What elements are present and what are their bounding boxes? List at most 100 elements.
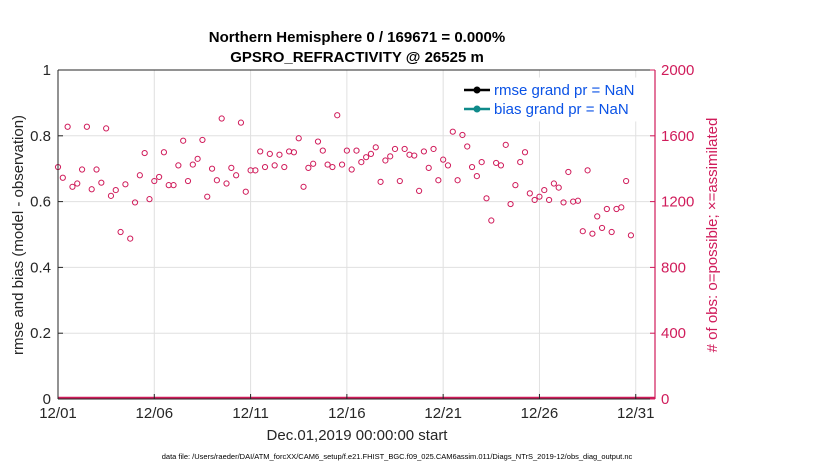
y-right-tick-label: 1200 xyxy=(661,194,694,211)
y-axis-left-label: rmse and bias (model - observation) xyxy=(10,115,27,355)
obs-possible-point xyxy=(103,125,110,132)
obs-possible-point xyxy=(493,159,500,167)
obs-possible-point xyxy=(594,213,601,220)
obs-possible-point xyxy=(536,193,543,200)
obs-possible-point xyxy=(266,150,273,157)
y-left-tick-label: 0 xyxy=(43,391,51,408)
legend-bias-label: bias grand pr = NaN xyxy=(494,101,629,118)
y-right-tick-label: 0 xyxy=(661,391,669,408)
obs-possible-point xyxy=(507,200,514,208)
obs-possible-point xyxy=(223,180,230,187)
obs-possible-point xyxy=(382,157,389,164)
obs-possible-point xyxy=(175,162,182,169)
obs-possible-point xyxy=(314,138,322,145)
obs-possible-point xyxy=(512,182,519,189)
obs-possible-point xyxy=(415,187,423,195)
obs-possible-point xyxy=(160,149,168,156)
obs-possible-point xyxy=(194,155,201,162)
obs-possible-point xyxy=(454,177,461,184)
obs-possible-point xyxy=(584,167,591,174)
obs-possible-point xyxy=(170,182,177,189)
obs-possible-point xyxy=(237,119,245,126)
obs-possible-point xyxy=(598,224,606,232)
legend: rmse grand pr = NaN bias grand pr = NaN xyxy=(458,77,648,122)
obs-possible-point xyxy=(425,164,432,171)
obs-possible-point xyxy=(213,177,220,184)
y-right-tick-label: 2000 xyxy=(661,62,694,79)
x-tick-labels: 12/01 12/06 12/11 12/16 12/21 12/26 12/31 xyxy=(39,405,654,422)
obs-possible-point xyxy=(459,131,466,139)
x-axis-label: Dec.01,2019 00:00:00 start xyxy=(267,427,449,444)
obs-possible-point xyxy=(300,183,307,190)
axis-ticks xyxy=(57,69,655,400)
obs-possible-point xyxy=(261,163,269,171)
obs-possible-point xyxy=(565,168,572,176)
obs-possible-point xyxy=(391,145,399,153)
obs-possible-point xyxy=(363,154,370,161)
obs-possible-point xyxy=(189,161,196,168)
y-left-tick-labels: 0 0.2 0.4 0.6 0.8 1 xyxy=(30,62,51,408)
obs-possible-point xyxy=(112,186,119,194)
obs-possible-point xyxy=(603,205,610,213)
obs-possible-point xyxy=(242,188,249,195)
obs-possible-point xyxy=(623,177,630,185)
obs-possible-point xyxy=(449,128,456,135)
obs-possible-point xyxy=(69,183,76,190)
obs-possible-point xyxy=(295,135,302,142)
obs-possible-point xyxy=(276,151,283,158)
obs-possible-point xyxy=(151,177,158,185)
obs-possible-point xyxy=(444,162,452,169)
obs-possible-point xyxy=(550,180,557,187)
legend-bias-marker xyxy=(473,105,481,113)
obs-possible-point xyxy=(502,141,509,148)
y-right-tick-label: 400 xyxy=(661,325,686,342)
obs-possible-point xyxy=(98,179,105,186)
obs-possible-point xyxy=(88,186,95,193)
obs-possible-point xyxy=(531,196,538,204)
obs-possible-point xyxy=(358,159,365,166)
obs-possible-point xyxy=(156,173,163,181)
obs-possible-point xyxy=(218,115,225,122)
obs-possible-point xyxy=(396,177,403,185)
obs-possible-point xyxy=(324,161,331,168)
obs-possible-point xyxy=(233,172,240,179)
obs-possible-point xyxy=(401,145,408,153)
x-tick-label: 12/26 xyxy=(521,405,559,422)
obs-possible-point xyxy=(208,165,216,172)
obs-possible-point xyxy=(526,190,533,197)
obs-possible-point xyxy=(281,163,288,171)
obs-possible-point xyxy=(122,181,129,188)
legend-rmse-marker xyxy=(473,86,481,94)
y-left-tick-label: 0.4 xyxy=(30,259,51,276)
chart-title-line2: GPSRO_REFRACTIVITY @ 26525 m xyxy=(230,49,484,66)
obs-possible-point xyxy=(618,204,625,211)
obs-possible-point xyxy=(608,228,615,236)
x-tick-label: 12/01 xyxy=(39,405,77,422)
obs-possible-point xyxy=(521,149,529,156)
obs-possible-point xyxy=(319,147,326,154)
obs-possible-point xyxy=(290,149,298,156)
obs-possible-point xyxy=(411,152,418,159)
legend-box xyxy=(458,77,648,122)
obs-possible-point xyxy=(387,153,394,160)
obs-possible-point xyxy=(117,228,124,236)
obs-possible-point xyxy=(64,123,71,130)
obs-possible-point xyxy=(541,186,548,194)
obs-possible-point xyxy=(146,196,153,203)
obs-possible-point xyxy=(180,137,187,144)
obs-possible-point xyxy=(141,149,148,157)
obs-possible-point xyxy=(107,192,115,199)
obs-possible-point xyxy=(252,167,259,174)
obs-possible-point xyxy=(184,177,192,185)
x-tick-label: 12/31 xyxy=(617,405,655,422)
obs-possible-point xyxy=(199,136,206,144)
obs-possible-point xyxy=(517,159,524,166)
data-file-footnote: data file: /Users/raeder/DAI/ATM_forcXX/… xyxy=(162,452,633,461)
y-right-tick-labels: 0 400 800 1200 1600 2000 xyxy=(661,62,694,408)
obs-possible-point xyxy=(478,159,485,166)
obs-possible-point xyxy=(420,148,428,155)
obs-possible-markers xyxy=(54,112,635,242)
obs-possible-point xyxy=(579,228,586,235)
obs-possible-point xyxy=(488,217,495,224)
chart-title-line1: Northern Hemisphere 0 / 169671 = 0.000% xyxy=(209,29,505,46)
